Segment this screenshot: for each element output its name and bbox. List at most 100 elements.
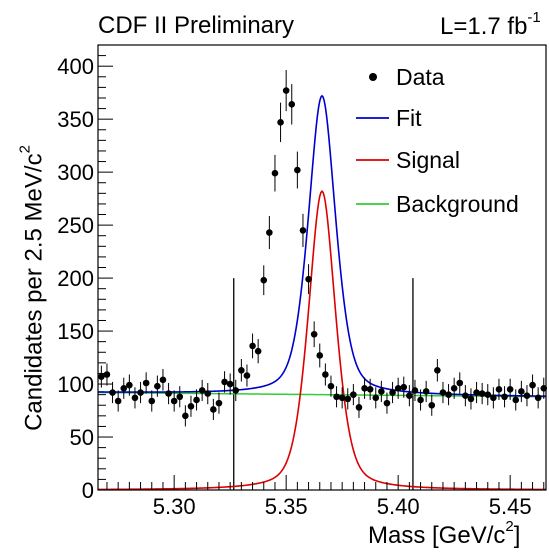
data-marker <box>327 382 335 390</box>
data-point <box>355 396 363 418</box>
data-point <box>523 385 531 407</box>
data-marker <box>142 379 150 387</box>
data-point <box>299 213 307 248</box>
data-marker <box>378 388 385 395</box>
data-marker <box>372 394 380 402</box>
luminosity-label: L=1.7 fb-1 <box>440 9 541 40</box>
data-point <box>232 379 240 401</box>
data-marker <box>98 373 105 380</box>
data-point <box>327 375 335 397</box>
data-point <box>450 377 458 399</box>
y-tick-label: 350 <box>57 107 94 132</box>
data-marker <box>434 366 441 374</box>
data-marker <box>389 389 396 396</box>
data-marker <box>170 397 178 405</box>
data-point <box>294 151 301 189</box>
data-marker <box>187 402 195 410</box>
data-point <box>165 382 172 405</box>
data-marker <box>176 393 184 401</box>
data-point <box>210 398 217 421</box>
data-marker <box>238 366 245 374</box>
data-marker <box>215 399 223 407</box>
data-point <box>120 377 128 399</box>
data-point <box>350 384 357 406</box>
data-point <box>389 381 396 404</box>
data-marker <box>355 404 363 411</box>
data-point <box>226 373 234 395</box>
data-point <box>142 372 150 394</box>
y-tick-label: 150 <box>57 319 94 344</box>
data-marker <box>428 401 436 409</box>
data-point <box>103 363 111 386</box>
data-point <box>176 386 184 408</box>
data-marker <box>126 381 133 389</box>
data-point <box>310 321 318 348</box>
data-marker <box>310 330 318 338</box>
data-point <box>495 378 503 400</box>
data-marker <box>148 397 156 405</box>
y-tick-label: 50 <box>70 425 94 450</box>
data-point <box>126 374 133 396</box>
x-tick-label: 5.40 <box>377 494 420 519</box>
signal-curve <box>98 189 546 491</box>
data-marker <box>210 406 217 413</box>
data-point <box>271 154 279 192</box>
data-point <box>344 388 352 410</box>
y-tick-label: 200 <box>57 266 94 291</box>
plot-frame <box>97 44 547 491</box>
data-point <box>378 380 385 403</box>
y-tick-label: 0 <box>82 478 94 503</box>
data-marker <box>260 276 268 284</box>
legend-fit-label: Fit <box>396 105 422 131</box>
data-marker <box>518 388 525 395</box>
data-point <box>456 372 464 394</box>
data-marker <box>137 389 144 396</box>
data-marker <box>523 392 531 400</box>
data-point <box>243 364 251 387</box>
data-marker <box>109 389 116 396</box>
data-marker <box>484 391 492 398</box>
data-point <box>221 371 228 393</box>
data-marker <box>467 395 475 403</box>
data-marker <box>344 395 352 403</box>
data-point <box>512 389 520 411</box>
data-marker <box>445 391 452 398</box>
data-point <box>484 384 492 406</box>
data-point <box>170 390 178 412</box>
data-point <box>198 379 206 401</box>
data-marker <box>322 371 329 378</box>
data-marker <box>221 378 228 386</box>
data-marker <box>456 379 464 387</box>
data-point <box>406 385 413 407</box>
data-marker <box>103 371 111 378</box>
data-point <box>417 389 424 411</box>
data-point <box>501 386 508 408</box>
data-marker <box>512 396 520 404</box>
data-marker <box>254 347 262 355</box>
data-marker <box>534 394 542 402</box>
data-marker <box>232 387 240 394</box>
data-marker <box>439 389 447 396</box>
data-point <box>366 378 374 400</box>
x-tick-label: 5.30 <box>153 494 196 519</box>
data-point <box>383 392 391 414</box>
x-axis-label: Mass [GeV/c2] <box>368 518 521 549</box>
data-marker <box>271 169 279 177</box>
data-point <box>529 374 536 396</box>
data-marker <box>506 386 514 393</box>
data-marker <box>294 166 301 174</box>
data-point <box>473 381 480 404</box>
data-point <box>254 339 262 364</box>
legend-background-label: Background <box>396 191 519 217</box>
data-marker <box>131 394 139 402</box>
y-tick-label: 300 <box>57 160 94 185</box>
data-marker <box>478 390 486 397</box>
data-marker <box>266 229 273 236</box>
y-tick-label: 100 <box>57 372 94 397</box>
legend-signal-label: Signal <box>396 147 460 173</box>
legend-data-label: Data <box>396 64 445 90</box>
data-marker <box>305 275 312 283</box>
data-point <box>154 375 161 397</box>
data-marker <box>383 399 391 407</box>
data-point <box>422 380 430 403</box>
